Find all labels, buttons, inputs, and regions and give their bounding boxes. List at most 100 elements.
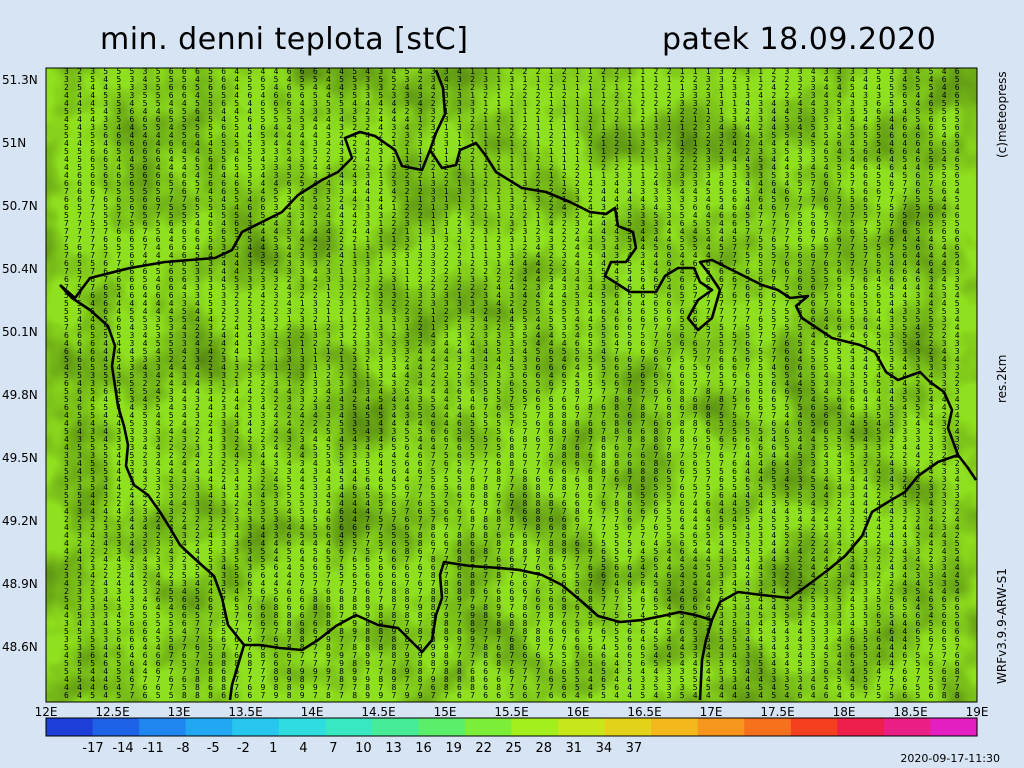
grid-value: 7 bbox=[90, 235, 95, 244]
grid-value: 4 bbox=[247, 211, 252, 220]
grid-value: 5 bbox=[234, 187, 239, 196]
grid-value: 4 bbox=[169, 155, 174, 164]
grid-value: 6 bbox=[889, 147, 894, 156]
colorbar-label: 7 bbox=[329, 741, 337, 756]
grid-value: 4 bbox=[850, 75, 855, 84]
grid-value: 5 bbox=[929, 107, 934, 116]
grid-value: 2 bbox=[562, 171, 567, 180]
grid-value: 2 bbox=[444, 99, 449, 108]
grid-value: 1 bbox=[523, 147, 528, 156]
grid-value: 4 bbox=[195, 171, 200, 180]
grid-value: 3 bbox=[130, 75, 135, 84]
grid-value: 5 bbox=[837, 171, 842, 180]
grid-value: 2 bbox=[536, 227, 541, 236]
grid-value: 4 bbox=[130, 99, 135, 108]
grid-value: 4 bbox=[902, 163, 907, 172]
grid-value: 2 bbox=[365, 123, 370, 132]
grid-value: 4 bbox=[365, 139, 370, 148]
grid-value: 4 bbox=[313, 163, 318, 172]
grid-value: 3 bbox=[313, 99, 318, 108]
grid-value: 3 bbox=[811, 91, 816, 100]
grid-value: 6 bbox=[313, 67, 318, 76]
grid-value: 5 bbox=[876, 75, 881, 84]
grid-value: 3 bbox=[339, 123, 344, 132]
grid-value: 6 bbox=[156, 147, 161, 156]
grid-value: 3 bbox=[444, 219, 449, 228]
grid-value: 4 bbox=[902, 139, 907, 148]
grid-value: 2 bbox=[627, 163, 632, 172]
grid-value: 1 bbox=[536, 139, 541, 148]
grid-value: 1 bbox=[562, 83, 567, 92]
grid-value: 4 bbox=[745, 195, 750, 204]
grid-value: 6 bbox=[863, 187, 868, 196]
grid-value: 1 bbox=[509, 83, 514, 92]
grid-value: 3 bbox=[693, 99, 698, 108]
grid-value: 1 bbox=[444, 195, 449, 204]
grid-value: 6 bbox=[732, 187, 737, 196]
grid-value: 5 bbox=[247, 67, 252, 76]
grid-value: 5 bbox=[234, 123, 239, 132]
grid-value: 4 bbox=[378, 115, 383, 124]
grid-value: 5 bbox=[103, 203, 108, 212]
grid-value: 2 bbox=[667, 131, 672, 140]
grid-value: 3 bbox=[667, 179, 672, 188]
grid-value: 1 bbox=[483, 147, 488, 156]
grid-value: 6 bbox=[929, 139, 934, 148]
grid-value: 5 bbox=[169, 203, 174, 212]
grid-value: 1 bbox=[378, 155, 383, 164]
grid-value: 3 bbox=[654, 139, 659, 148]
grid-value: 7 bbox=[863, 219, 868, 228]
grid-value: 5 bbox=[916, 195, 921, 204]
grid-value: 5 bbox=[130, 219, 135, 228]
grid-value: 4 bbox=[195, 147, 200, 156]
grid-value: 5 bbox=[627, 211, 632, 220]
grid-value: 3 bbox=[758, 99, 763, 108]
colorbar-label: 37 bbox=[626, 741, 643, 756]
grid-value: 3 bbox=[261, 147, 266, 156]
grid-value: 1 bbox=[562, 163, 567, 172]
grid-value: 6 bbox=[942, 139, 947, 148]
grid-value: 6 bbox=[916, 171, 921, 180]
grid-value: 6 bbox=[955, 91, 960, 100]
grid-value: 6 bbox=[182, 67, 187, 76]
grid-value: 5 bbox=[103, 211, 108, 220]
grid-value: 7 bbox=[837, 203, 842, 212]
grid-value: 4 bbox=[274, 67, 279, 76]
grid-value: 4 bbox=[77, 99, 82, 108]
grid-value: 4 bbox=[614, 179, 619, 188]
grid-value: 5 bbox=[195, 163, 200, 172]
lon-label: 14.5E bbox=[361, 705, 395, 719]
grid-value: 5 bbox=[680, 203, 685, 212]
grid-value: 2 bbox=[745, 139, 750, 148]
grid-value: 6 bbox=[103, 171, 108, 180]
grid-value: 6 bbox=[143, 163, 148, 172]
grid-value: 1 bbox=[601, 123, 606, 132]
grid-value: 6 bbox=[719, 211, 724, 220]
grid-value: 4 bbox=[942, 67, 947, 76]
grid-value: 5 bbox=[955, 219, 960, 228]
grid-value: 5 bbox=[916, 107, 921, 116]
lat-label: 49.5N bbox=[2, 451, 38, 465]
grid-value: 4 bbox=[221, 107, 226, 116]
grid-value: 6 bbox=[287, 179, 292, 188]
lon-label: 18E bbox=[833, 705, 856, 719]
lat-label: 49.2N bbox=[2, 514, 38, 528]
grid-value: 2 bbox=[680, 107, 685, 116]
grid-value: 3 bbox=[405, 235, 410, 244]
grid-value: 5 bbox=[942, 163, 947, 172]
grid-value: 4 bbox=[837, 147, 842, 156]
grid-value: 2 bbox=[418, 123, 423, 132]
grid-value: 6 bbox=[182, 179, 187, 188]
grid-value: 3 bbox=[850, 99, 855, 108]
grid-value: 5 bbox=[955, 163, 960, 172]
grid-value: 2 bbox=[706, 83, 711, 92]
grid-value: 3 bbox=[274, 163, 279, 172]
grid-value: 6 bbox=[942, 115, 947, 124]
grid-value: 5 bbox=[156, 227, 161, 236]
grid-value: 7 bbox=[143, 179, 148, 188]
grid-value: 1 bbox=[693, 67, 698, 76]
grid-value: 4 bbox=[90, 115, 95, 124]
grid-value: 3 bbox=[667, 211, 672, 220]
grid-value: 6 bbox=[274, 91, 279, 100]
grid-value: 3 bbox=[811, 107, 816, 116]
